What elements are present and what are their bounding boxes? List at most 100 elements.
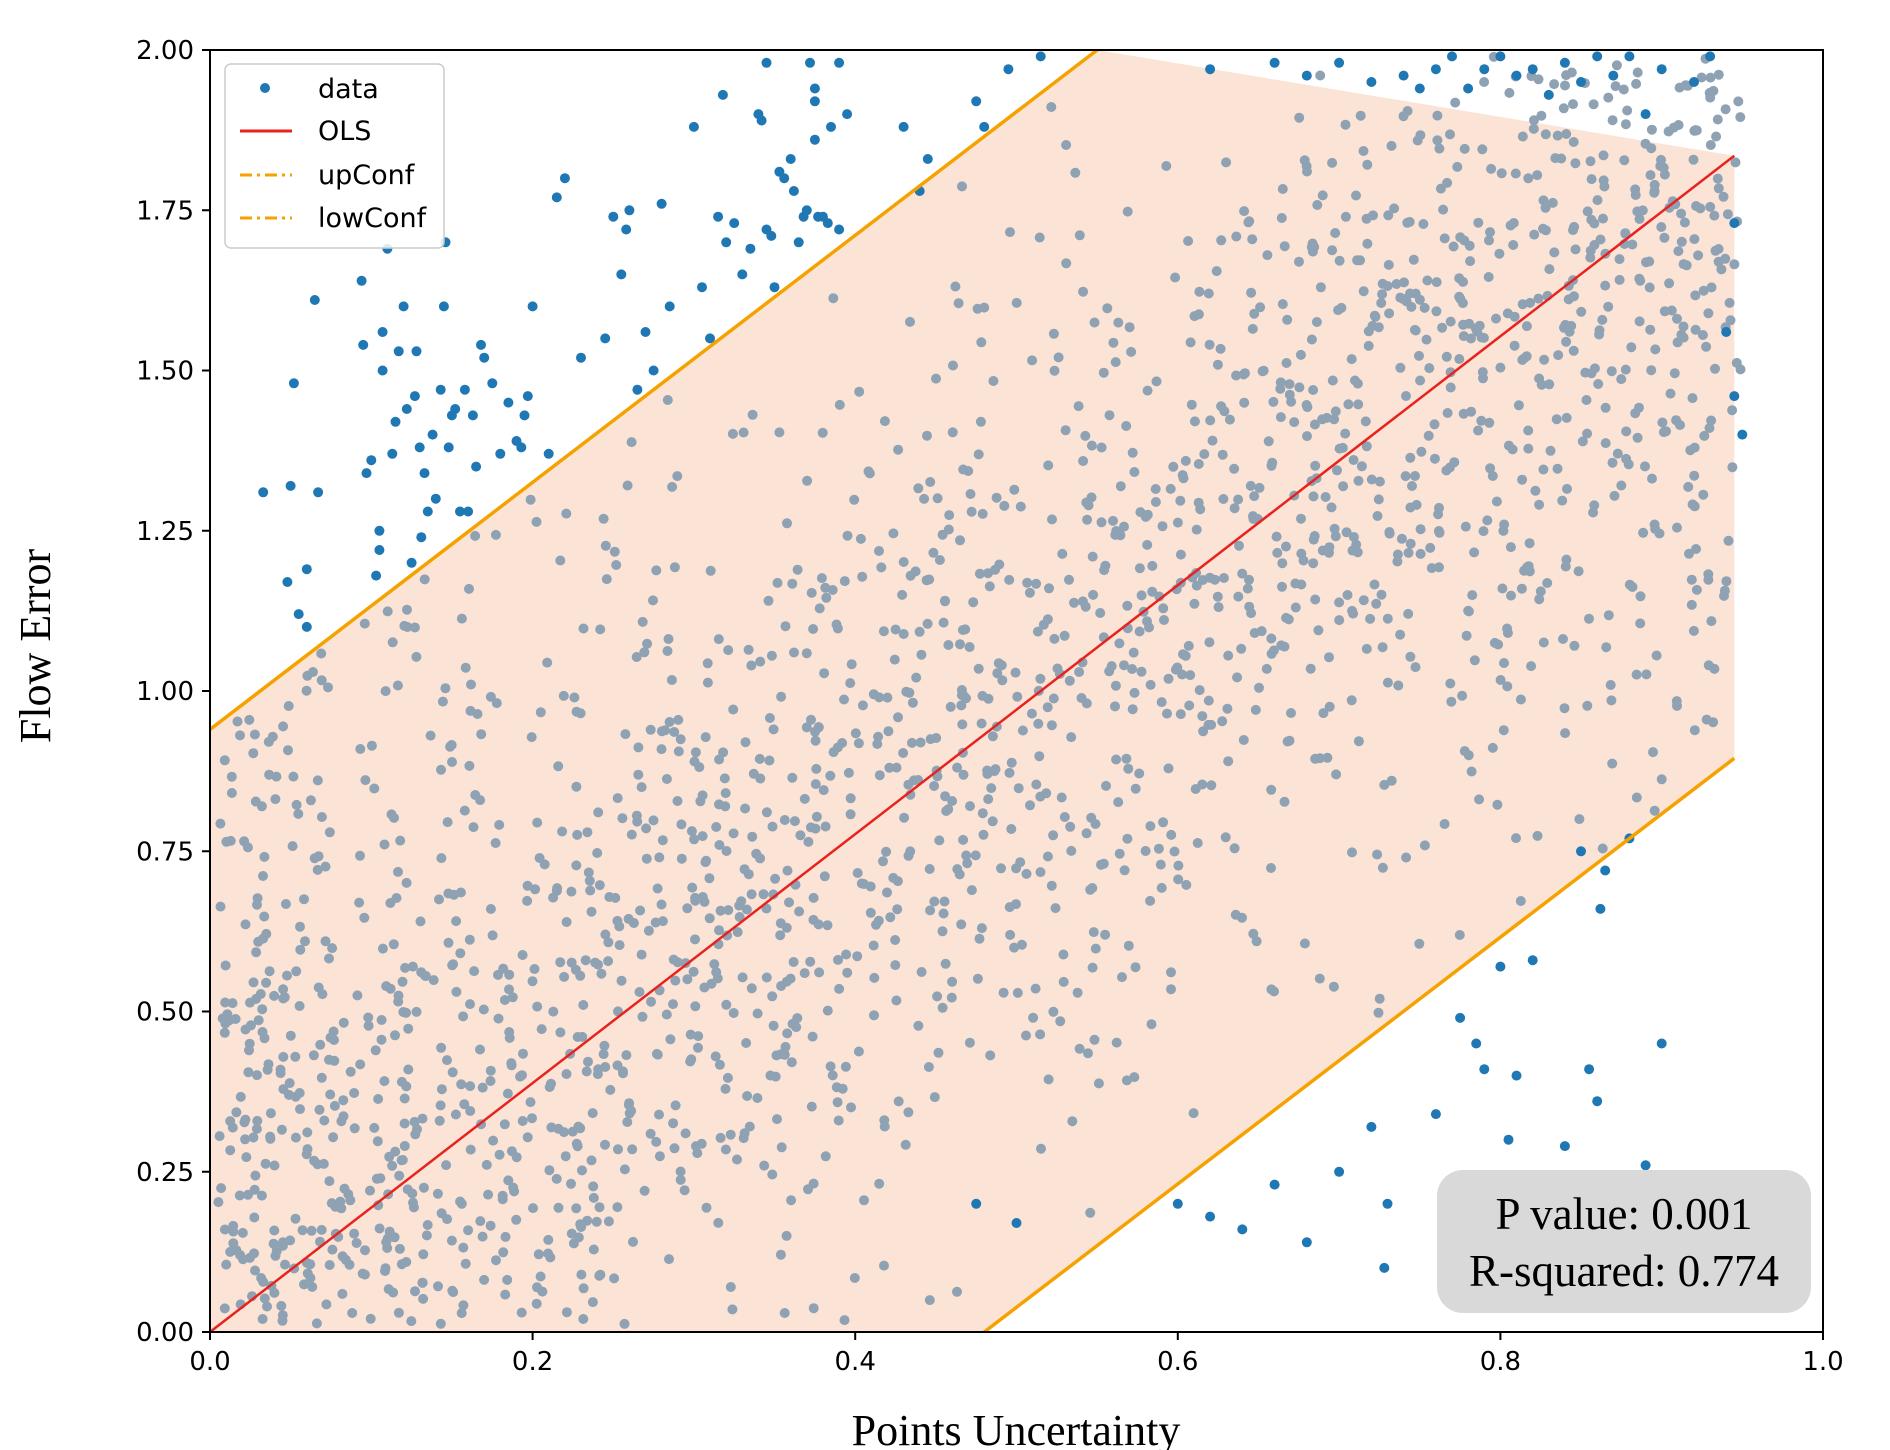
data-point	[763, 595, 774, 606]
data-point	[1129, 467, 1140, 477]
data-point	[1676, 236, 1687, 247]
data-point	[555, 555, 566, 566]
data-point	[1631, 669, 1642, 680]
data-point	[253, 1015, 264, 1026]
data-point	[1666, 305, 1677, 316]
data-point	[1284, 379, 1295, 390]
data-point	[932, 493, 943, 504]
data-point	[316, 1072, 327, 1083]
data-point	[1054, 668, 1065, 679]
data-point	[1550, 153, 1561, 164]
data-point	[996, 863, 1006, 874]
data-point	[1502, 681, 1513, 692]
data-point	[490, 529, 501, 540]
data-point	[869, 1010, 879, 1021]
data-point	[270, 794, 281, 805]
data-point	[1438, 204, 1449, 215]
data-point	[256, 1190, 267, 1201]
data-point	[645, 724, 656, 735]
data-point	[669, 1143, 680, 1154]
data-point	[418, 1182, 429, 1193]
data-point	[705, 565, 716, 576]
data-point	[1340, 211, 1351, 222]
data-point	[738, 427, 749, 438]
data-point	[1110, 357, 1121, 368]
data-point	[1049, 365, 1060, 376]
data-point	[1110, 701, 1120, 712]
data-point	[1314, 973, 1325, 984]
data-point	[903, 779, 914, 790]
data-point	[816, 573, 827, 584]
data-point	[475, 1216, 486, 1227]
data-point	[1231, 231, 1242, 242]
data-point	[1691, 201, 1702, 211]
data-point	[503, 1175, 514, 1186]
data-point	[494, 819, 505, 830]
data-point	[1646, 143, 1657, 154]
data-point	[572, 829, 583, 840]
data-point	[852, 951, 863, 962]
data-point	[1244, 574, 1254, 585]
data-point	[1172, 1198, 1183, 1209]
data-point	[807, 1031, 818, 1042]
data-point	[1532, 830, 1543, 841]
data-point	[1539, 354, 1550, 365]
data-point	[810, 735, 821, 746]
data-point	[1716, 264, 1727, 275]
data-point	[986, 783, 997, 794]
data-point	[1356, 461, 1367, 472]
data-point	[1689, 442, 1700, 453]
data-point	[616, 269, 627, 280]
data-point	[1418, 219, 1429, 229]
data-point	[249, 729, 260, 740]
data-point	[1570, 158, 1581, 169]
data-point	[414, 442, 425, 453]
data-point	[701, 1202, 712, 1213]
data-point	[465, 999, 475, 1010]
data-point	[1275, 412, 1286, 423]
data-point	[1163, 673, 1174, 684]
data-point	[940, 958, 951, 969]
data-point	[725, 1282, 736, 1292]
data-point	[1637, 205, 1648, 216]
data-point	[494, 1149, 505, 1160]
data-point	[476, 339, 486, 350]
data-point	[1066, 845, 1077, 856]
data-point	[1315, 282, 1326, 293]
data-point	[1308, 385, 1319, 395]
data-point	[369, 1122, 380, 1133]
data-point	[1389, 203, 1400, 214]
data-point	[1439, 819, 1450, 829]
data-point	[1081, 828, 1092, 839]
data-point	[337, 1288, 348, 1299]
data-point	[1223, 650, 1234, 661]
data-point	[803, 836, 814, 847]
data-point	[566, 886, 577, 897]
data-point	[1640, 461, 1650, 472]
data-point	[1395, 629, 1406, 640]
data-point	[1362, 238, 1373, 249]
x-tick-label: 0.4	[835, 1347, 876, 1377]
data-point	[1022, 577, 1033, 588]
data-point	[577, 1165, 587, 1176]
data-point	[399, 1118, 410, 1129]
data-point	[690, 747, 701, 758]
data-point	[1197, 711, 1208, 722]
data-point	[787, 578, 798, 589]
data-point	[1429, 453, 1440, 464]
y-tick-label: 0.00	[136, 1318, 194, 1348]
data-point	[553, 1123, 564, 1134]
data-point	[991, 492, 1002, 503]
data-point	[898, 748, 909, 758]
data-point	[1243, 217, 1254, 228]
data-point	[632, 816, 643, 827]
data-point	[276, 1124, 287, 1135]
data-point	[1459, 143, 1470, 154]
data-point	[1220, 832, 1231, 843]
data-point	[377, 943, 388, 954]
data-point	[1156, 697, 1167, 708]
data-point	[721, 999, 732, 1010]
data-point	[485, 1065, 496, 1076]
data-point	[780, 1041, 791, 1052]
data-point	[1704, 423, 1715, 433]
